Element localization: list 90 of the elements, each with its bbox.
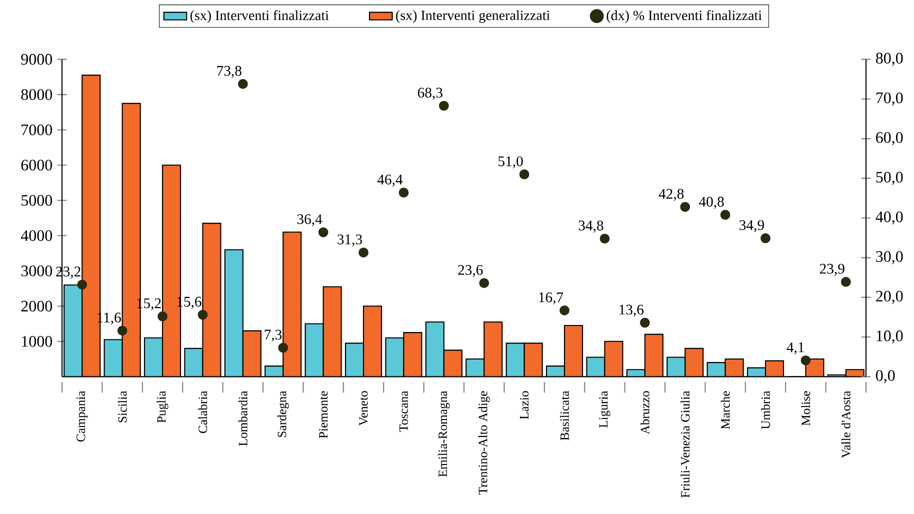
y-tick-label: 1000 bbox=[22, 336, 52, 347]
data-label: 46,4 bbox=[377, 174, 403, 187]
x-tick-label: Molise bbox=[801, 391, 810, 426]
legend-label: (dx) % Interventi finalizzati bbox=[606, 10, 762, 23]
point bbox=[398, 188, 409, 198]
x-tick-label: Umbria bbox=[761, 390, 770, 430]
point bbox=[680, 202, 690, 212]
x-tick-label: Friuli-Venezia Giulia bbox=[680, 390, 690, 498]
bar bbox=[283, 232, 302, 377]
bar bbox=[604, 341, 623, 377]
point bbox=[278, 342, 288, 353]
y-tick-label: 9000 bbox=[21, 54, 52, 65]
x-tick-label: Liguria bbox=[599, 390, 610, 428]
bar bbox=[364, 306, 382, 377]
x-tick-label: Abruzzo bbox=[640, 391, 650, 434]
point bbox=[760, 233, 770, 244]
x-tick-label: Toscana bbox=[399, 390, 408, 432]
bar bbox=[444, 350, 462, 377]
x-tick-label: Campania bbox=[76, 390, 88, 442]
point bbox=[720, 210, 730, 220]
bar bbox=[524, 343, 542, 377]
data-label: 51,0 bbox=[498, 156, 523, 168]
point bbox=[198, 310, 208, 320]
data-label: 34,8 bbox=[578, 220, 604, 233]
x-tick-label: Valle d'Aosta bbox=[841, 390, 850, 458]
x-tick-label: Marche bbox=[720, 391, 730, 430]
x-tick-label: Calabria bbox=[198, 390, 208, 434]
y2-tick-label: 0,0 bbox=[876, 370, 895, 384]
data-label: 23,6 bbox=[458, 265, 483, 278]
y2-tick-label: 10,0 bbox=[876, 330, 903, 344]
bar bbox=[644, 334, 663, 377]
point bbox=[560, 305, 570, 316]
bar bbox=[202, 223, 221, 377]
y-tick-label: 3000 bbox=[21, 265, 52, 276]
point bbox=[77, 280, 88, 290]
y2-tick-label: 50,0 bbox=[876, 172, 903, 185]
bar bbox=[564, 326, 583, 377]
data-label: 42,8 bbox=[658, 188, 684, 201]
x-tick-label: Trentino-Alto Adige bbox=[478, 391, 490, 494]
data-label: 34,9 bbox=[740, 220, 764, 232]
x-tick-label: Lombardia bbox=[238, 390, 248, 446]
data-label: 40,8 bbox=[698, 196, 724, 209]
x-tick-label: Sicilia bbox=[118, 390, 127, 422]
y-tick-label: 2000 bbox=[21, 300, 52, 312]
data-label: 36,4 bbox=[297, 214, 322, 226]
y2-tick-label: 70,0 bbox=[876, 92, 903, 106]
x-tick-label: Sardegna bbox=[277, 390, 289, 437]
y2-tick-label: 60,0 bbox=[876, 132, 903, 146]
data-label: 13,6 bbox=[620, 304, 644, 317]
data-label: 23,9 bbox=[820, 264, 844, 276]
y-tick-label: 4000 bbox=[20, 230, 52, 242]
point bbox=[438, 100, 449, 111]
x-tick-label: Puglia bbox=[156, 390, 168, 423]
data-label: 73,8 bbox=[217, 66, 242, 78]
point bbox=[840, 276, 851, 287]
y-tick-label: 7000 bbox=[22, 124, 52, 136]
legend-label: (sx) Interventi generalizzati bbox=[396, 10, 550, 23]
y2-tick-label: 40,0 bbox=[876, 211, 903, 225]
point bbox=[238, 79, 248, 89]
legend-label: (sx) Interventi finalizzati bbox=[190, 10, 329, 23]
y2-tick-label: 30,0 bbox=[876, 251, 903, 264]
point bbox=[358, 248, 368, 258]
bar bbox=[685, 348, 704, 377]
y2-tick-label: 20,0 bbox=[876, 290, 903, 304]
bar bbox=[484, 322, 502, 377]
x-tick-label: Emilia-Romagna bbox=[438, 390, 450, 477]
y-tick-label: 5000 bbox=[22, 194, 52, 206]
y-tick-label: 6000 bbox=[21, 160, 52, 170]
data-label: 16,7 bbox=[539, 292, 564, 304]
point bbox=[519, 169, 530, 180]
bar bbox=[323, 286, 342, 377]
bar bbox=[404, 332, 422, 377]
point bbox=[600, 234, 610, 244]
data-label: 68,3 bbox=[418, 88, 442, 100]
data-label: 7,3 bbox=[264, 330, 282, 342]
point bbox=[640, 318, 650, 328]
data-label: 31,3 bbox=[338, 234, 362, 246]
x-tick-label: Piemonte bbox=[319, 391, 328, 438]
point bbox=[158, 311, 168, 322]
y-tick-label: 8000 bbox=[21, 89, 52, 100]
point bbox=[479, 278, 490, 288]
x-tick-label: Veneto bbox=[359, 391, 368, 426]
y2-tick-label: 80,0 bbox=[876, 52, 903, 66]
point bbox=[117, 326, 128, 336]
point bbox=[318, 227, 328, 238]
bar bbox=[242, 330, 261, 377]
x-tick-label: Basilicata bbox=[560, 390, 569, 440]
data-label: 4,1 bbox=[786, 342, 804, 354]
point bbox=[800, 355, 811, 366]
x-tick-label: Lazio bbox=[520, 391, 529, 420]
